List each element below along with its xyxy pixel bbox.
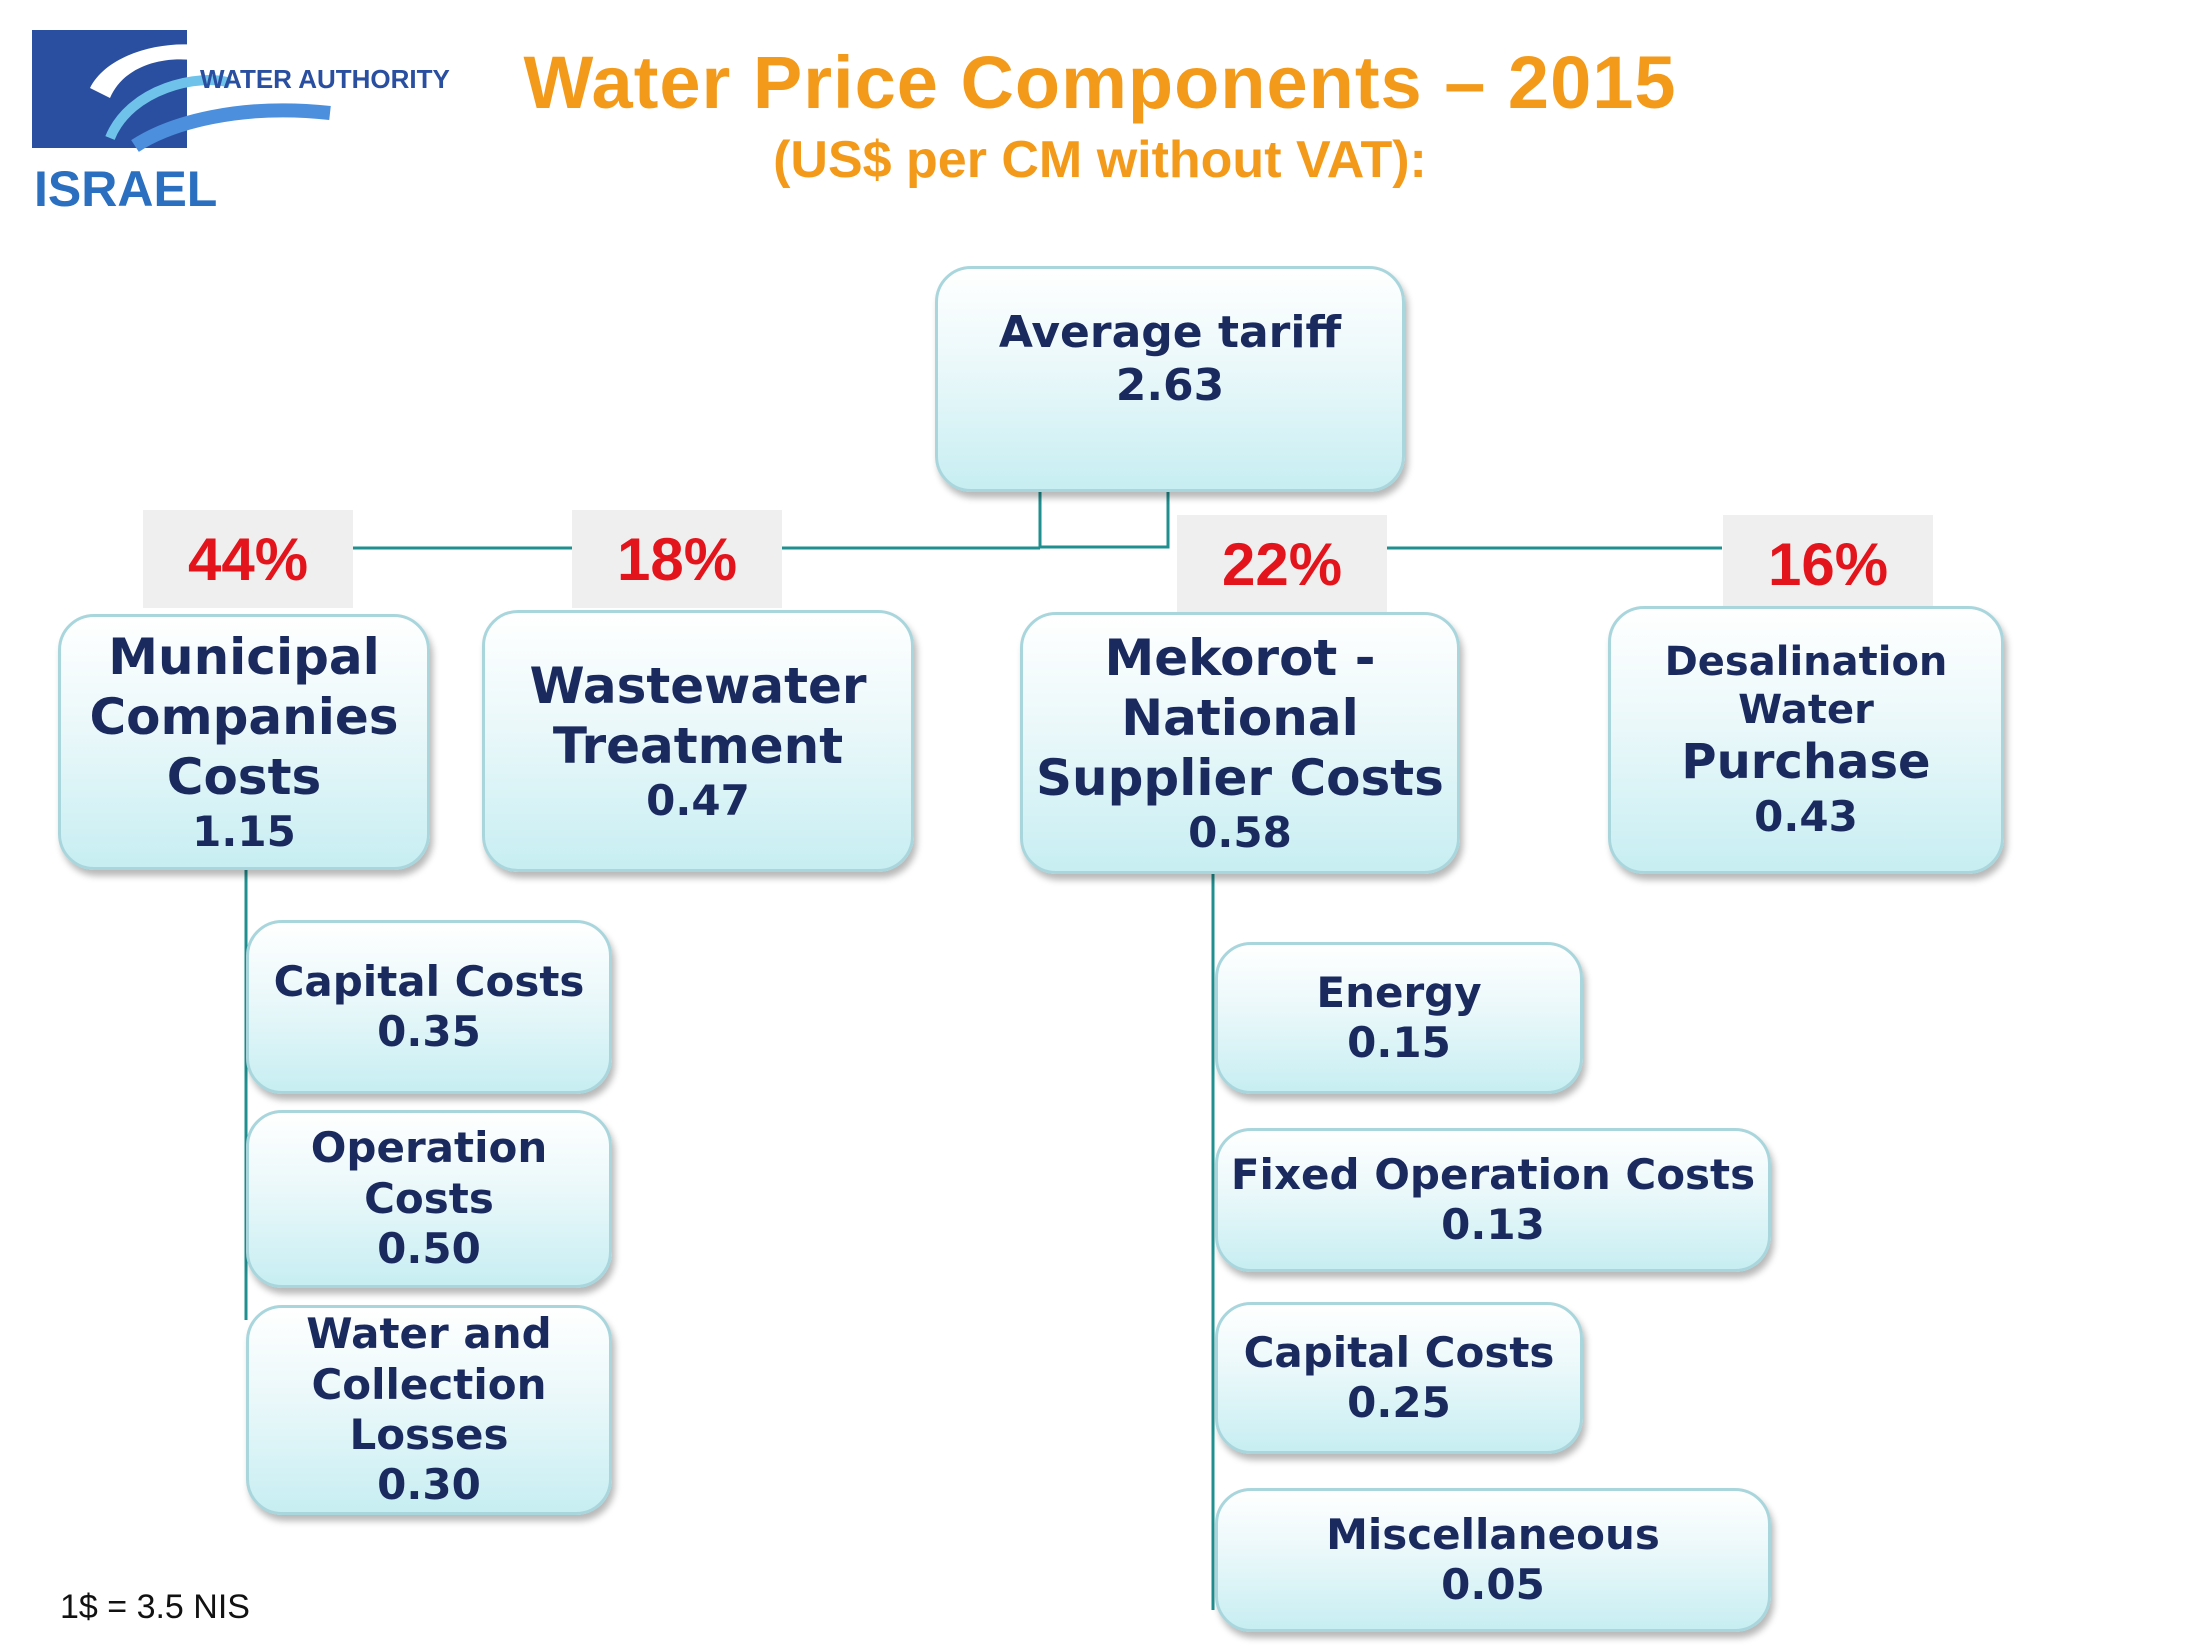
share-badge-wastewater: 18% — [572, 510, 782, 608]
mekorot-item-capital-costs: Capital Costs 0.25 — [1215, 1302, 1583, 1454]
node-value: 0.43 — [1754, 791, 1858, 841]
share-badge-municipal: 44% — [143, 510, 353, 608]
node-value: 0.30 — [377, 1460, 481, 1510]
node-value: 1.15 — [192, 806, 296, 856]
category-box-mekorot: Mekorot - National Supplier Costs 0.58 — [1020, 612, 1460, 874]
node-label-line: Operation — [310, 1123, 548, 1173]
node-label-line: Losses — [349, 1410, 509, 1459]
logo-agency-text: WATER AUTHORITY — [200, 64, 450, 94]
node-label-line: National — [1121, 688, 1359, 747]
mekorot-item-miscellaneous: Miscellaneous 0.05 — [1215, 1488, 1771, 1632]
node-label-line: Municipal — [108, 627, 380, 686]
mekorot-item-energy: Energy 0.15 — [1215, 942, 1583, 1094]
share-badge-desalination: 16% — [1723, 515, 1933, 613]
node-value: 2.63 — [1115, 359, 1225, 411]
node-label-line: Water and — [306, 1309, 552, 1359]
municipal-item-operation-costs: Operation Costs 0.50 — [246, 1110, 612, 1288]
logo-country-text: ISRAEL — [34, 161, 217, 217]
node-label-line: Desalination — [1664, 639, 1948, 685]
node-label-line: Fixed Operation Costs — [1230, 1149, 1756, 1199]
category-box-desalination: Desalination Water Purchase 0.43 — [1608, 606, 2004, 874]
node-label-line: Mekorot - — [1104, 628, 1376, 687]
page-subtitle: (US$ per CM without VAT): — [773, 131, 1427, 189]
node-label-line: Purchase — [1681, 734, 1931, 790]
exchange-rate-note: 1$ = 3.5 NIS — [60, 1588, 250, 1626]
node-label-line: Capital Costs — [1243, 1327, 1555, 1377]
node-label-line: Costs — [166, 747, 322, 806]
node-value: 0.25 — [1347, 1378, 1451, 1427]
node-label-line: Capital Costs — [273, 956, 585, 1006]
node-value: 0.50 — [377, 1224, 481, 1274]
category-box-municipal: Municipal Companies Costs 1.15 — [58, 614, 430, 870]
water-authority-logo: WATER AUTHORITY ISRAEL — [30, 28, 460, 218]
share-badge-mekorot: 22% — [1177, 515, 1387, 613]
node-label-line: Energy — [1316, 967, 1482, 1017]
node-label: Average tariff — [998, 307, 1342, 358]
node-label-line: Companies — [89, 687, 399, 746]
node-label-line: Costs — [364, 1173, 494, 1223]
node-label-line: Miscellaneous — [1326, 1509, 1660, 1559]
node-label-line: Water — [1738, 687, 1874, 733]
node-value: 0.15 — [1347, 1018, 1451, 1067]
node-value: 0.58 — [1188, 807, 1292, 857]
node-value: 0.05 — [1441, 1560, 1545, 1609]
node-label-line: Wastewater — [529, 656, 867, 715]
node-value: 0.13 — [1441, 1200, 1545, 1249]
node-label-line: Supplier Costs — [1036, 748, 1444, 807]
municipal-item-capital-costs: Capital Costs 0.35 — [246, 920, 612, 1094]
average-tariff-box: Average tariff 2.63 — [935, 266, 1405, 492]
node-label-line: Treatment — [552, 716, 844, 775]
node-label-line: Collection — [311, 1359, 547, 1409]
municipal-item-water-losses: Water and Collection Losses 0.30 — [246, 1305, 612, 1515]
category-box-wastewater: Wastewater Treatment 0.47 — [482, 610, 914, 872]
node-value: 0.47 — [646, 775, 750, 825]
page-title: Water Price Components – 2015 — [523, 41, 1677, 124]
mekorot-item-fixed-operation-costs: Fixed Operation Costs 0.13 — [1215, 1128, 1771, 1272]
node-value: 0.35 — [377, 1007, 481, 1056]
